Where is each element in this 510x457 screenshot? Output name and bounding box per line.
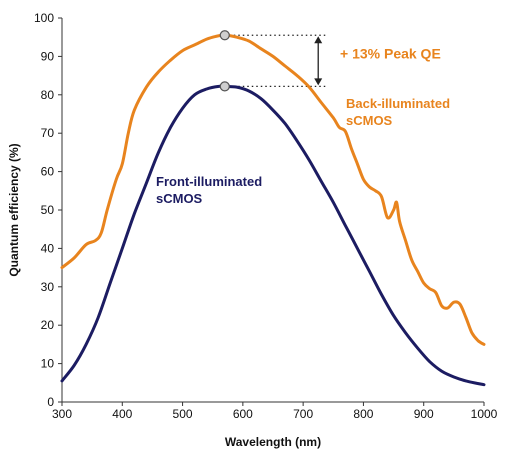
x-tick-label: 1000 [471, 407, 498, 421]
front-illuminated-peak-marker [219, 81, 230, 92]
y-axis-title: Quantum efficiency (%) [7, 143, 21, 276]
back-illuminated-label-line1: Back-illuminated [346, 96, 450, 111]
back-illuminated-line [60, 33, 486, 346]
y-axis-ticks: 0 10 20 30 40 50 60 70 80 90 100 [34, 11, 62, 409]
x-tick-label: 900 [414, 407, 434, 421]
back-illuminated-peak-marker [219, 30, 230, 41]
y-tick-label: 30 [41, 280, 55, 294]
y-tick-label: 90 [41, 49, 55, 63]
difference-arrow-head-down [314, 78, 323, 86]
y-tick-label: 50 [41, 203, 55, 217]
peak-markers [219, 30, 230, 92]
y-tick-label: 80 [41, 88, 55, 102]
y-tick-label: 10 [41, 357, 55, 371]
y-tick-label: 60 [41, 165, 55, 179]
peak-qe-annotation: + 13% Peak QE [340, 45, 441, 61]
front-illuminated-line [60, 84, 486, 387]
x-tick-label: 700 [293, 407, 313, 421]
x-axis-title: Wavelength (nm) [225, 435, 321, 449]
series-lines [60, 33, 486, 387]
y-tick-label: 0 [47, 395, 54, 409]
front-illuminated-label-line2: sCMOS [156, 191, 203, 206]
axes: 300 400 500 600 700 800 900 1000 0 10 20 30 40 50 60 7… [34, 11, 498, 421]
back-illuminated-label: Back-illuminated sCMOS [346, 96, 454, 128]
y-tick-label: 20 [41, 318, 55, 332]
y-tick-label: 100 [34, 11, 54, 25]
front-illuminated-label: Front-illuminated sCMOS [156, 174, 266, 206]
y-tick-label: 70 [41, 126, 55, 140]
x-tick-label: 400 [112, 407, 132, 421]
x-axis-ticks: 300 400 500 600 700 800 900 1000 [52, 402, 498, 421]
y-tick-label: 40 [41, 241, 55, 255]
x-tick-label: 500 [173, 407, 193, 421]
difference-arrow-head-up [314, 36, 323, 44]
front-illuminated-label-line1: Front-illuminated [156, 174, 262, 189]
peak-guides [224, 34, 328, 88]
x-tick-label: 300 [52, 407, 72, 421]
x-tick-label: 800 [353, 407, 373, 421]
x-tick-label: 600 [233, 407, 253, 421]
back-illuminated-label-line2: sCMOS [346, 113, 393, 128]
